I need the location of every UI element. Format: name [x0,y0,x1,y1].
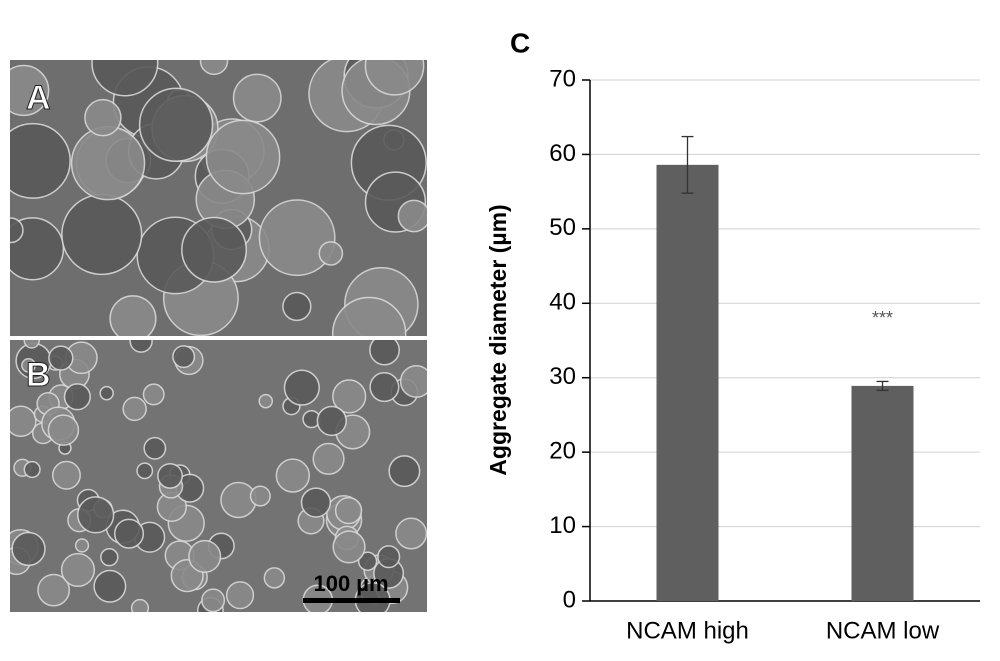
cell [138,87,214,163]
cell [181,216,248,283]
cell [397,199,427,233]
cell [143,436,167,460]
chart: 0 10 20 30 40 50 60 70 NCAM high NCAM low *** [549,65,980,644]
cell [10,217,24,244]
cell [47,414,80,446]
cell [201,588,226,612]
y-tick-label: 50 [549,214,576,241]
error-bar [681,135,694,194]
cell [205,119,281,195]
y-axis-label: Aggregate diameter (µm) [485,204,511,475]
cell [10,405,37,438]
bar [656,164,719,601]
cell [395,517,427,550]
cell [23,340,41,349]
cell [113,518,145,549]
cell [282,291,312,322]
cell [136,462,154,480]
cell [199,60,229,76]
cell [249,485,271,507]
y-tick-label: 0 [563,586,576,613]
cell [334,496,363,525]
cell [318,241,344,266]
cell [63,383,91,411]
cell [48,345,74,371]
cell [142,383,165,406]
cell [188,539,222,573]
cell [91,60,159,97]
cell [10,64,50,117]
cell [258,199,336,277]
panel-label: C [510,27,530,58]
cells-a [10,60,427,336]
cell [10,217,65,281]
cell [258,393,274,409]
cells-b [10,340,427,612]
cell [399,365,427,398]
cell [74,538,90,553]
cell [51,460,81,490]
bar [851,385,914,601]
cell [283,369,320,406]
y-tick-label: 40 [549,289,576,316]
y-tick-label: 70 [549,65,576,92]
cell [70,125,146,201]
cell [369,340,400,366]
cell [312,442,345,475]
panel-label: B [26,356,51,394]
cell [157,462,184,489]
cell [331,296,407,336]
cell [99,385,114,401]
cell [232,73,282,123]
cell [172,345,196,369]
cell [316,405,347,437]
cell [300,487,332,518]
scale-bar-label: 100 µm [313,571,388,596]
cell [23,460,41,479]
cell [60,552,96,588]
cell [369,371,400,403]
cell [364,60,425,96]
cell [100,547,119,567]
cell [84,98,122,137]
cell [332,530,366,564]
y-tick-label: 60 [549,140,576,167]
cell [10,122,71,199]
cell [388,455,421,488]
cell [21,358,36,373]
cell [61,193,143,276]
x-tick-label: NCAM low [826,617,940,644]
cell [357,551,378,572]
cell [129,340,153,353]
cell [109,295,157,336]
cell [11,531,46,567]
cell [332,379,367,414]
error-bar [876,380,889,392]
cell [130,598,150,612]
cell [77,496,115,534]
cell [225,581,255,610]
cell [37,573,71,607]
x-tick-label: NCAM high [626,617,749,644]
cell [93,569,127,603]
cell [275,458,310,493]
cell [122,396,147,422]
cell [377,545,401,569]
cell [263,567,286,589]
y-tick-label: 10 [549,512,576,539]
y-tick-label: 30 [549,363,576,390]
y-tick-label: 20 [549,437,576,464]
scale-bar [303,598,400,603]
panel-label: A [26,79,51,117]
significance: *** [872,308,893,328]
